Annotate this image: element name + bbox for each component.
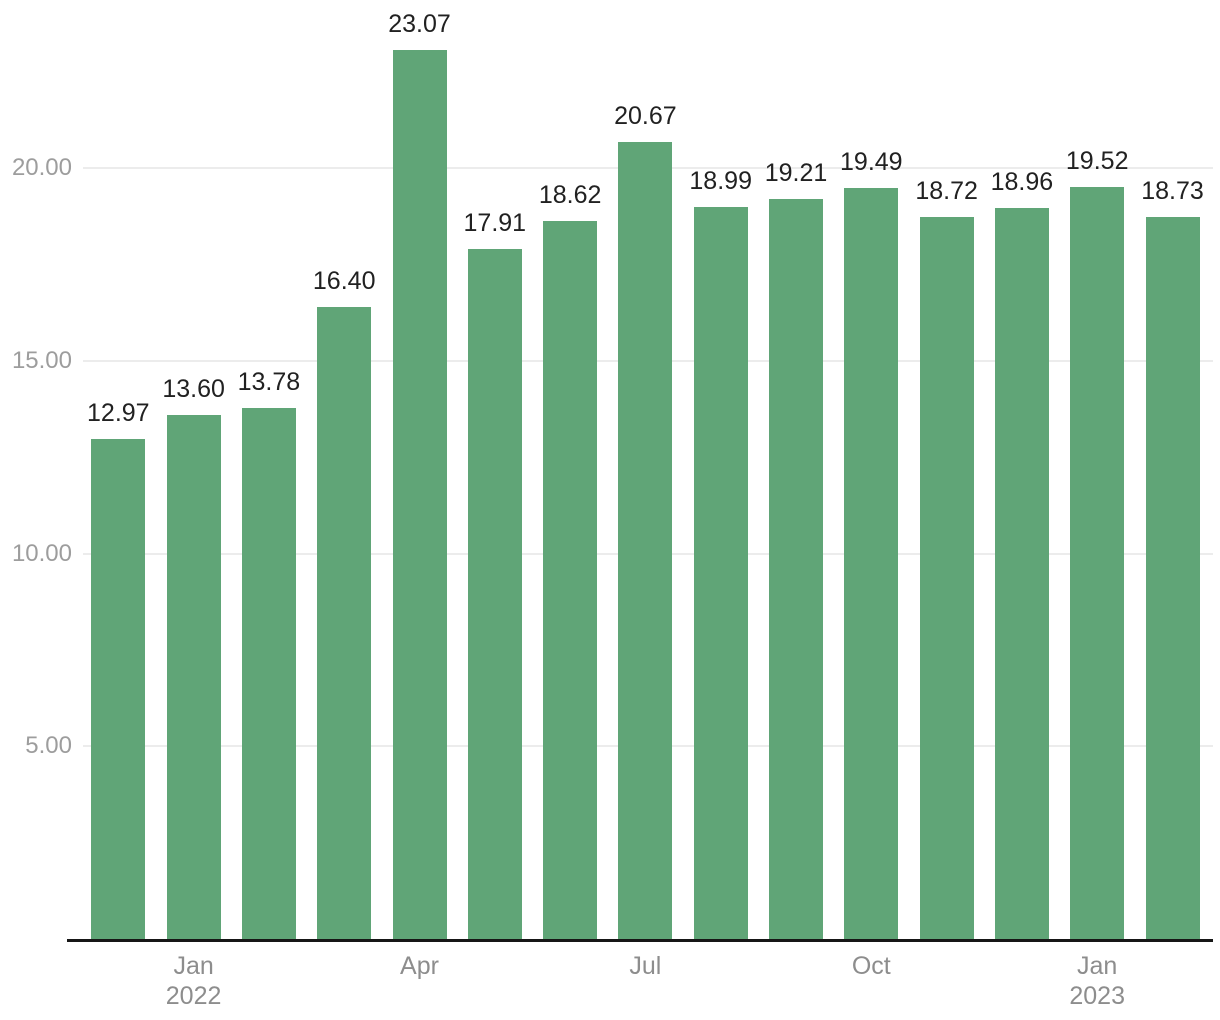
bar[interactable]	[543, 221, 598, 939]
bar[interactable]	[994, 208, 1049, 939]
bar[interactable]	[392, 49, 447, 939]
bar-value-label: 16.40	[312, 266, 376, 295]
x-axis-tick-label: Oct	[801, 951, 941, 981]
bar[interactable]	[1070, 186, 1125, 939]
bar[interactable]	[693, 206, 748, 939]
y-axis-tick-label: 15.00	[11, 346, 72, 374]
bar-value-label: 12.97	[87, 399, 150, 427]
bar-value-label: 19.21	[764, 158, 828, 187]
bar-value-label: 18.62	[538, 181, 602, 210]
x-tick-month: Jul	[629, 952, 662, 980]
bar[interactable]	[241, 407, 296, 939]
y-axis-tick-label: 20.00	[11, 154, 72, 181]
bar-value-label: 19.49	[840, 147, 903, 176]
bar[interactable]	[1145, 217, 1200, 939]
bar[interactable]	[467, 248, 522, 939]
x-tick-month: Oct	[851, 952, 891, 980]
x-tick-month: Jan	[173, 952, 214, 980]
bar-value-label: 18.99	[689, 166, 752, 195]
x-axis-tick-label: Apr	[350, 951, 490, 981]
bar[interactable]	[618, 142, 673, 939]
bar[interactable]	[317, 306, 372, 939]
bar-value-label: 13.78	[237, 367, 301, 396]
bar-value-label: 18.96	[990, 168, 1054, 197]
x-tick-month: Jan	[1077, 952, 1118, 980]
x-axis-tick-label: Jan 2023	[1027, 951, 1167, 1011]
x-tick-year: 2023	[1069, 982, 1125, 1010]
x-axis-tick-label: Jul	[575, 951, 715, 981]
bar[interactable]	[166, 414, 221, 939]
x-tick-year: 2022	[165, 982, 222, 1010]
bar-value-label: 19.52	[1065, 146, 1129, 175]
y-axis-tick-label: 5.00	[25, 732, 72, 760]
bar-value-label: 13.60	[162, 374, 225, 403]
bar-value-label: 18.72	[915, 177, 978, 206]
bar-value-label: 23.07	[388, 9, 451, 38]
bar[interactable]	[769, 198, 823, 939]
y-axis-tick-label: 10.00	[11, 539, 72, 567]
bar[interactable]	[919, 217, 974, 939]
x-axis-line	[67, 939, 1213, 942]
x-tick-month: Apr	[400, 952, 439, 980]
bar-value-label: 18.73	[1141, 177, 1204, 205]
bar[interactable]	[844, 187, 899, 939]
x-axis-tick-label: Jan 2022	[124, 951, 264, 1011]
bar-value-label: 20.67	[614, 102, 677, 131]
bar[interactable]	[91, 439, 146, 939]
bar-value-label: 17.91	[463, 208, 527, 237]
